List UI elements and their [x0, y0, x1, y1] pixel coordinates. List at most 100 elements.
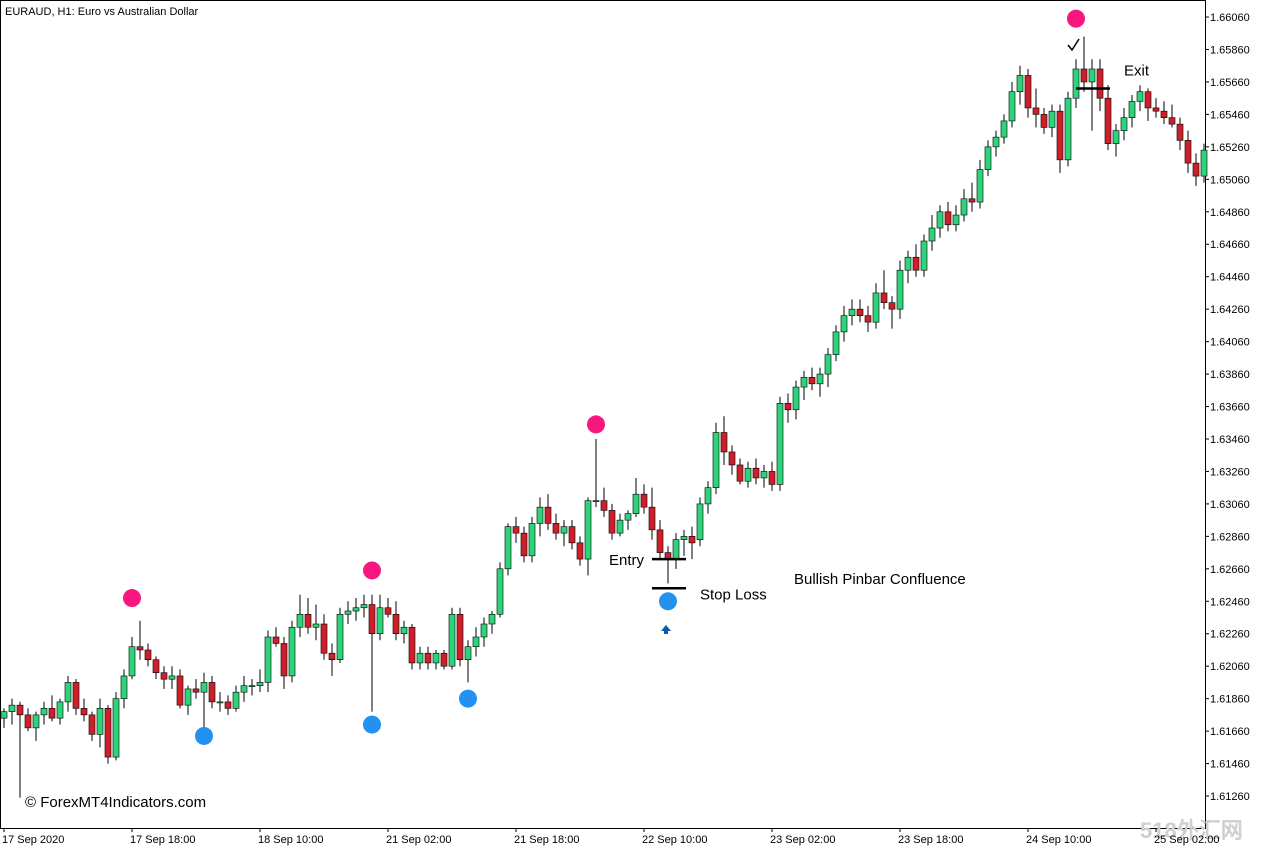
candle-body: [1192, 162, 1200, 177]
candle-body: [1120, 117, 1128, 131]
candle-body: [200, 682, 208, 693]
candle-body: [992, 136, 1000, 148]
candle-body: [384, 607, 392, 615]
x-tick-label: 18 Sep 10:00: [258, 834, 323, 846]
y-tick-label: 1.64860: [1210, 207, 1250, 219]
candle-body: [184, 688, 192, 706]
signal-dot: [659, 592, 677, 611]
candle-body: [784, 402, 792, 411]
candle-body: [928, 227, 936, 242]
candle-body: [312, 623, 320, 628]
candle-body: [440, 652, 448, 667]
candle-body: [712, 432, 720, 488]
candle-body: [680, 536, 688, 540]
candle-body: [16, 704, 24, 716]
candle-body: [1144, 91, 1152, 109]
candle-body: [600, 500, 608, 511]
candle-body: [40, 708, 48, 716]
candle-body: [504, 526, 512, 570]
y-tick-label: 1.65260: [1210, 142, 1250, 154]
candle-body: [1008, 91, 1016, 122]
candle-body: [80, 708, 88, 716]
candle-body: [400, 626, 408, 635]
candle-body: [584, 500, 592, 560]
candle-body: [736, 464, 744, 482]
annotation: Bullish Pinbar Confluence: [794, 571, 966, 588]
candle-body: [856, 308, 864, 316]
candle-body: [888, 302, 896, 310]
signal-dot: [363, 715, 381, 734]
y-tick-label: 1.62060: [1210, 661, 1250, 673]
candle-body: [8, 704, 16, 712]
y-tick-label: 1.64460: [1210, 272, 1250, 284]
candle-body: [128, 646, 136, 677]
candle-body: [264, 636, 272, 683]
candle-body: [840, 315, 848, 333]
candle-body: [552, 523, 560, 534]
x-tick-label: 24 Sep 10:00: [1026, 834, 1091, 846]
candle-body: [880, 292, 888, 303]
candle-body: [872, 292, 880, 323]
candle-body: [1152, 107, 1160, 112]
candle-body: [1016, 75, 1024, 92]
candle-body: [1056, 110, 1064, 161]
x-tick-label: 23 Sep 18:00: [898, 834, 963, 846]
y-tick-label: 1.66060: [1210, 12, 1250, 24]
candle-body: [944, 211, 952, 226]
candle-body: [320, 623, 328, 654]
candle-body: [576, 542, 584, 560]
candle-body: [152, 659, 160, 673]
candle-body: [952, 214, 960, 226]
candle-body: [336, 613, 344, 661]
candle-body: [520, 532, 528, 557]
candle-body: [208, 682, 216, 703]
y-tick-label: 1.63060: [1210, 499, 1250, 511]
candle-body: [0, 711, 8, 719]
y-tick-label: 1.61260: [1210, 791, 1250, 803]
y-tick-label: 1.65460: [1210, 109, 1250, 121]
candle-body: [536, 506, 544, 524]
candle-body: [624, 513, 632, 521]
candle-body: [608, 510, 616, 534]
candle-body: [672, 539, 680, 560]
candle-body: [1200, 149, 1208, 177]
candle-body: [1176, 123, 1184, 141]
candle-body: [24, 714, 32, 729]
x-tick-label: 17 Sep 18:00: [130, 834, 195, 846]
candle-body: [984, 146, 992, 170]
x-tick-label: 25 Sep 02:00: [1154, 834, 1219, 846]
y-tick-label: 1.62260: [1210, 629, 1250, 641]
candle-body: [1104, 97, 1112, 144]
candle-body: [480, 623, 488, 638]
candle-body: [56, 701, 64, 719]
candle-body: [408, 626, 416, 664]
x-tick-label: 23 Sep 02:00: [770, 834, 835, 846]
level-label: Exit: [1124, 62, 1150, 79]
candle-body: [800, 377, 808, 388]
candle-body: [704, 487, 712, 505]
candle-body: [280, 643, 288, 677]
candle-body: [632, 493, 640, 514]
y-tick-label: 1.63460: [1210, 434, 1250, 446]
y-tick-label: 1.65660: [1210, 77, 1250, 89]
candle-body: [848, 308, 856, 316]
candle-body: [472, 636, 480, 648]
signal-dot: [123, 589, 141, 608]
candle-body: [360, 604, 368, 609]
signal-dot: [1067, 9, 1085, 28]
candle-body: [224, 701, 232, 709]
y-tick-label: 1.61660: [1210, 726, 1250, 738]
candle-body: [424, 652, 432, 664]
candle-body: [720, 432, 728, 453]
check-icon: [1067, 38, 1080, 52]
candle-body: [456, 613, 464, 661]
candle-body: [1096, 68, 1104, 99]
y-tick-label: 1.62660: [1210, 564, 1250, 576]
candle-body: [168, 675, 176, 680]
candle-body: [432, 652, 440, 664]
candle-body: [344, 610, 352, 615]
candle-body: [376, 607, 384, 635]
candle-body: [64, 682, 72, 703]
chart-title: EURAUD, H1: Euro vs Australian Dollar: [5, 6, 199, 18]
